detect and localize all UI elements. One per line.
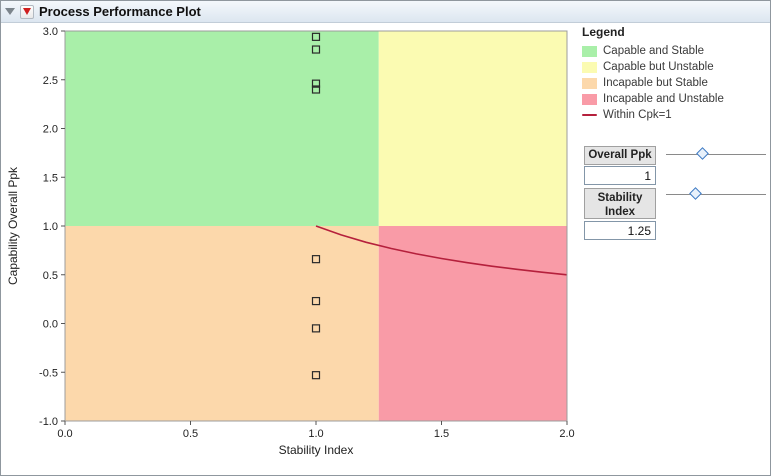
legend-item-label: Capable but Unstable (603, 61, 714, 73)
overall-ppk-slider[interactable] (666, 147, 766, 160)
legend-item-label: Capable and Stable (603, 45, 705, 57)
stability-index-label: Stability Index (584, 188, 656, 219)
pink-swatch-icon (582, 93, 597, 105)
overall-ppk-label: Overall Ppk (584, 146, 656, 165)
red-triangle-menu-button[interactable] (20, 4, 34, 19)
stability-index-slider-thumb[interactable] (688, 187, 702, 200)
disclosure-triangle-icon[interactable] (5, 8, 15, 15)
plot-canvas[interactable]: 0.0 0.5 1.0 1.5 2.0 -1.0 -0.5 0.0 0.5 1.0 1.5 2.0 2.… (25, 23, 581, 443)
svg-text:-0.5: -0.5 (39, 367, 58, 379)
legend-item-label: Incapable but Stable (603, 77, 708, 89)
svg-text:0.5: 0.5 (43, 270, 58, 282)
legend-item-capable-unstable[interactable]: Capable but Unstable (582, 61, 770, 73)
svg-text:0.5: 0.5 (183, 428, 198, 440)
svg-text:3.0: 3.0 (43, 26, 58, 38)
red-line-swatch-icon (582, 114, 597, 116)
report-title: Process Performance Plot (39, 4, 201, 19)
legend-item-capable-stable[interactable]: Capable and Stable (582, 45, 770, 57)
right-panel: Legend Capable and Stable Capable but Un… (582, 25, 770, 455)
orange-swatch-icon (582, 77, 597, 89)
report-title-bar: Process Performance Plot (1, 1, 770, 23)
svg-text:0.0: 0.0 (43, 319, 58, 331)
overall-ppk-input[interactable] (584, 166, 656, 185)
legend-title: Legend (582, 25, 625, 39)
svg-text:0.0: 0.0 (57, 428, 72, 440)
svg-text:2.0: 2.0 (43, 124, 58, 136)
legend-item-incapable-stable[interactable]: Incapable but Stable (582, 77, 770, 89)
red-triangle-icon (23, 8, 31, 15)
svg-text:-1.0: -1.0 (39, 416, 58, 428)
svg-text:2.0: 2.0 (559, 428, 574, 440)
svg-text:2.5: 2.5 (43, 75, 58, 87)
y-axis-label: Capability Overall Ppk (6, 166, 20, 286)
legend-item-incapable-unstable[interactable]: Incapable and Unstable (582, 93, 770, 105)
svg-text:1.5: 1.5 (43, 172, 58, 184)
svg-text:1.0: 1.0 (308, 428, 323, 440)
x-axis-label: Stability Index (278, 443, 354, 457)
yellow-swatch-icon (582, 61, 597, 73)
overall-ppk-slider-thumb[interactable] (695, 147, 709, 160)
legend-item-label: Within Cpk=1 (603, 109, 672, 121)
stability-index-slider[interactable] (666, 187, 766, 200)
legend-item-within-cpk[interactable]: Within Cpk=1 (582, 109, 770, 121)
svg-text:1.0: 1.0 (43, 221, 58, 233)
green-swatch-icon (582, 45, 597, 57)
legend-item-label: Incapable and Unstable (603, 93, 724, 105)
svg-text:1.5: 1.5 (434, 428, 449, 440)
stability-index-input[interactable] (584, 221, 656, 240)
